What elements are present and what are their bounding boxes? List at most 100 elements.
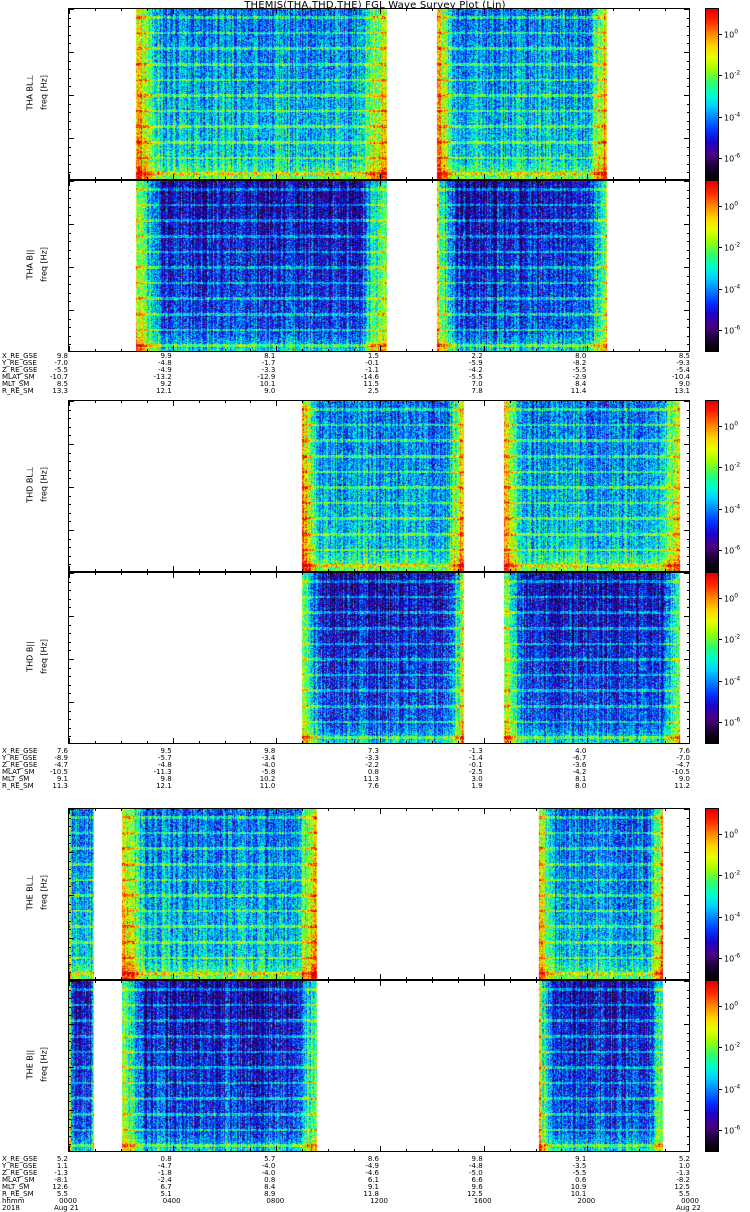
y-axis-tick: [69, 556, 71, 557]
y-axis-tick: [69, 504, 71, 505]
y-axis-tick: [687, 69, 689, 70]
colorbar-tick: [718, 958, 722, 959]
y-axis-tick: [687, 435, 689, 436]
annotation-row-label: Z_RE_GSE: [2, 1169, 38, 1177]
time-tick-label: 2000: [577, 1197, 596, 1205]
y-axis-tick: [687, 284, 689, 285]
y-axis-tick: [69, 1067, 74, 1068]
y-axis-tick: [687, 258, 689, 259]
y-axis-tick: [69, 215, 71, 216]
colorbar-thd-bpar: 100 10-2 10-4 10-6: [705, 572, 740, 744]
y-axis-tick: [687, 650, 689, 651]
x-axis-tick: [510, 809, 511, 811]
annotation-row-label: Z_RE_GSE: [2, 761, 38, 769]
y-axis-tick: [69, 998, 71, 999]
y-axis-tick: [687, 1015, 689, 1016]
x-axis-tick: [458, 741, 459, 743]
x-axis-tick: [147, 569, 148, 571]
x-axis-tick: [95, 401, 96, 403]
x-axis-tick: [380, 1146, 381, 1151]
x-axis-tick: [328, 177, 329, 179]
y-axis-tick: [69, 1110, 74, 1111]
x-axis-tick: [639, 349, 640, 351]
colorbar-tick: [718, 598, 722, 599]
y-axis-tick: [687, 685, 689, 686]
x-axis-tick: [302, 573, 303, 575]
y-axis-tick: [69, 826, 71, 827]
y-axis-tick: [684, 530, 689, 531]
colorbar-tick-label: 10-6: [724, 716, 741, 728]
colorbar-tick: [718, 681, 722, 682]
y-axis-tick: [69, 319, 71, 320]
colorbar-tick-label: 10-6: [724, 152, 741, 164]
y-axis-title-tha-bll: THA BL⊥: [25, 74, 35, 111]
y-axis-tick: [69, 1127, 71, 1128]
colorbar-tick: [718, 509, 722, 510]
x-axis-tick: [561, 177, 562, 179]
annotation-value: -6.7: [572, 754, 587, 762]
colorbar-tick: [718, 1089, 722, 1090]
annotation-value: 11.8: [363, 1190, 379, 1198]
y-axis-label-freq: freq [Hz]: [39, 467, 49, 502]
x-axis-tick: [276, 346, 277, 351]
y-axis-tick: [687, 947, 689, 948]
y-axis-tick: [684, 616, 689, 617]
annotation-value: -5.5: [469, 373, 483, 381]
y-axis-tick: [687, 990, 689, 991]
y-axis-tick: [687, 61, 689, 62]
y-axis-tick: [69, 418, 71, 419]
x-axis-tick: [95, 809, 96, 811]
y-axis-tick: [687, 642, 689, 643]
annotation-value: 1.9: [471, 782, 483, 790]
x-axis-tick: [536, 981, 537, 983]
colorbar-tick-label: 10-4: [724, 283, 741, 295]
x-axis-tick: [380, 401, 381, 406]
x-axis-tick: [225, 981, 226, 983]
x-axis-tick: [536, 741, 537, 743]
y-axis-tick: [687, 599, 689, 600]
annotation-value: -4.0: [261, 1162, 276, 1170]
x-axis-tick: [561, 573, 562, 575]
annotation-value: -2.2: [365, 761, 379, 769]
y-axis-tick: [69, 702, 74, 703]
y-axis-tick: [69, 138, 74, 139]
y-axis-tick: [69, 496, 71, 497]
y-axis-tick: [687, 190, 689, 191]
x-axis-tick: [69, 181, 70, 186]
y-axis-tick: [687, 336, 689, 337]
annotation-value: -4.9: [365, 1162, 379, 1170]
spectrogram-image: [69, 573, 689, 743]
y-axis-tick: [687, 233, 689, 234]
annotation-value: 6.1: [367, 1176, 379, 1184]
annotation-value: 0.6: [575, 1176, 587, 1184]
annotation-value: 12.1: [156, 387, 172, 395]
colorbar-tick: [718, 1006, 722, 1007]
x-axis-tick: [613, 981, 614, 983]
y-axis-tick: [687, 496, 689, 497]
y-axis-tick: [69, 78, 71, 79]
annotation-value: -3.5: [572, 1162, 587, 1170]
annotation-value: -4.2: [469, 366, 483, 374]
colorbar-tick-label: 10-4: [724, 1083, 741, 1095]
x-axis-tick: [354, 573, 355, 575]
x-axis-tick: [458, 349, 459, 351]
colorbar-tick: [718, 426, 722, 427]
axis-annotation-block-tha: X_RE_GSE Y_RE_GSE Z_RE_GSE MLAT_SM MLT_SM R_R…: [0, 352, 750, 400]
y-axis-tick: [687, 198, 689, 199]
x-axis-tick: [561, 401, 562, 403]
colorbar-tick-label: 10-2: [724, 1041, 741, 1053]
annotation-value: -1.4: [469, 754, 483, 762]
x-axis-tick: [458, 1149, 459, 1151]
colorbar-tick: [718, 158, 722, 159]
y-axis-tick: [687, 736, 689, 737]
colorbar-tick: [718, 117, 722, 118]
annotation-value: 10.1: [570, 1190, 587, 1198]
annotation-value: -5.8: [261, 768, 276, 776]
x-axis-tick: [276, 981, 277, 986]
y-axis-tick: [69, 964, 71, 965]
x-axis-tick: [147, 177, 148, 179]
annotation-value: -4.6: [365, 1169, 379, 1177]
x-axis-tick: [69, 573, 70, 578]
colorbar-tick: [718, 639, 722, 640]
